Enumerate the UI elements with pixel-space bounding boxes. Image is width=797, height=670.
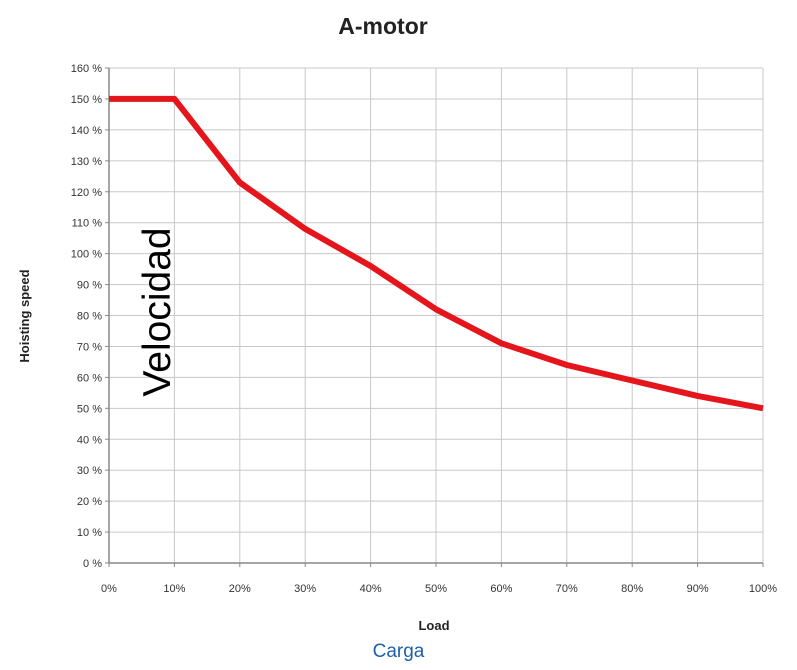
y-tick-label: 0 % <box>83 558 102 570</box>
chart-title: A-motor <box>338 13 427 39</box>
y-tick-label: 160 % <box>71 63 102 75</box>
y-tick-label: 100 % <box>71 249 102 261</box>
y-tick-label: 140 % <box>71 125 102 137</box>
y-tick-label: 150 % <box>71 94 102 106</box>
y-tick-label: 90 % <box>77 280 102 292</box>
y-tick-label: 110 % <box>72 218 103 230</box>
chart: A-motor 0 % 10 % 20 % 30 % 40 % 50 % 60 % 70 % 8… <box>17 13 777 633</box>
caption: Carga <box>372 641 425 662</box>
y-tick-label: 120 % <box>71 187 102 199</box>
y-tick-label: 80 % <box>77 311 102 323</box>
y-tick-label: 130 % <box>71 156 102 168</box>
tick-labels: 0 % 10 % 20 % 30 % 40 % 50 % 60 % 70 % 80 % 90 % 1… <box>71 63 777 595</box>
axes <box>105 67 764 567</box>
series-line <box>109 95 764 412</box>
x-tick-label: 100% <box>749 583 777 595</box>
y-axis-label: Hoisting speed <box>17 269 32 362</box>
y-tick-label: 70 % <box>77 341 102 353</box>
velocidad-annotation: Velocidad <box>136 227 179 396</box>
x-tick-label: 90% <box>687 583 709 595</box>
series-lines <box>109 95 764 412</box>
y-tick-label: 40 % <box>77 434 102 446</box>
x-tick-label: 70% <box>556 583 578 595</box>
x-tick-label: 30% <box>294 583 316 595</box>
y-tick-label: 10 % <box>77 527 102 539</box>
x-tick-label: 80% <box>621 583 643 595</box>
x-tick-label: 50% <box>425 583 447 595</box>
y-tick-label: 30 % <box>77 465 102 477</box>
x-tick-label: 10% <box>163 583 185 595</box>
x-tick-label: 20% <box>229 583 251 595</box>
y-tick-label: 20 % <box>77 496 102 508</box>
x-axis-label: Load <box>418 618 449 633</box>
y-tick-label: 50 % <box>77 403 102 415</box>
x-tick-label: 40% <box>360 583 382 595</box>
x-tick-label: 60% <box>490 583 512 595</box>
y-tick-label: 60 % <box>77 372 102 384</box>
x-tick-label: 0% <box>101 583 117 595</box>
